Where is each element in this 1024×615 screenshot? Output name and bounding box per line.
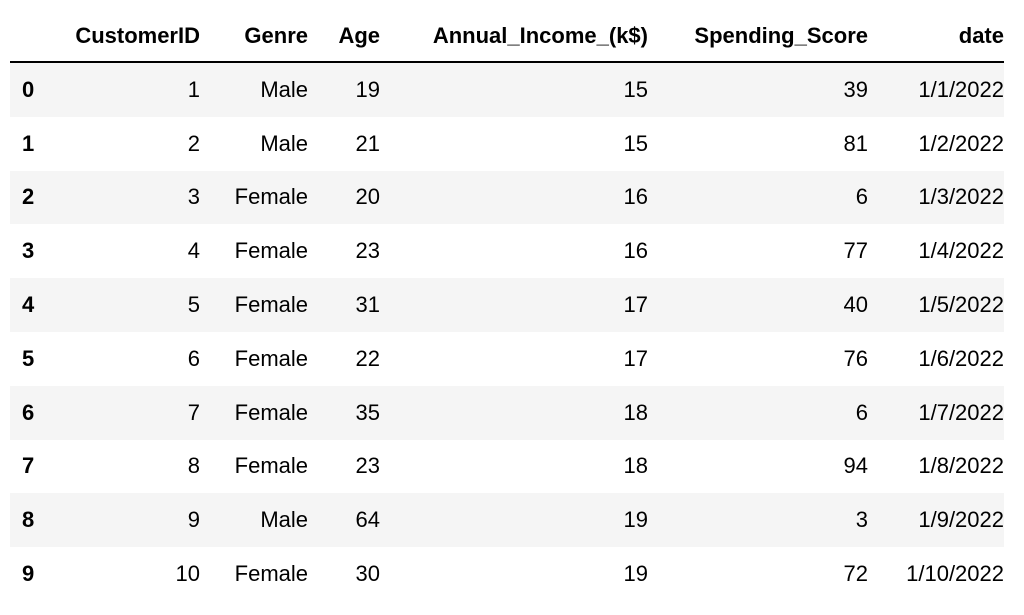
cell-spending-score: 76 (843, 345, 868, 371)
cell-genre: Female (234, 453, 308, 479)
cell-customerid: 4 (187, 238, 200, 264)
table-row: 8 9 Male 64 19 3 1/9/2022 (10, 493, 1004, 548)
table-row: 0 1 Male 19 15 39 1/1/2022 (10, 62, 1004, 117)
cell-genre: Female (234, 399, 308, 425)
cell-date: 1/7/2022 (918, 399, 1004, 425)
cell-spending-score: 40 (843, 292, 868, 318)
row-index: 6 (22, 399, 35, 425)
cell-genre: Female (234, 292, 308, 318)
cell-age: 20 (355, 184, 380, 210)
cell-genre: Female (234, 238, 308, 264)
cell-date: 1/10/2022 (906, 561, 1004, 587)
cell-age: 64 (355, 507, 380, 533)
cell-genre: Male (260, 130, 308, 156)
cell-annual-income: 19 (623, 507, 648, 533)
row-index: 2 (22, 184, 35, 210)
cell-annual-income: 19 (623, 561, 648, 587)
row-index: 5 (22, 345, 35, 371)
table-row: 7 8 Female 23 18 94 1/8/2022 (10, 439, 1004, 494)
cell-genre: Female (234, 184, 308, 210)
cell-annual-income: 15 (623, 130, 648, 156)
cell-customerid: 2 (187, 130, 200, 156)
cell-customerid: 7 (187, 399, 200, 425)
cell-age: 21 (355, 130, 380, 156)
cell-spending-score: 81 (843, 130, 868, 156)
column-header-genre: Genre (200, 10, 308, 63)
cell-genre: Male (260, 507, 308, 533)
header-row: CustomerID Genre Age Annual_Income_(k$) … (10, 10, 1004, 63)
cell-age: 22 (355, 345, 380, 371)
cell-spending-score: 6 (855, 184, 868, 210)
dataframe-table: CustomerID Genre Age Annual_Income_(k$) … (10, 10, 1004, 601)
cell-genre: Female (234, 345, 308, 371)
cell-age: 23 (355, 453, 380, 479)
cell-date: 1/3/2022 (918, 184, 1004, 210)
cell-annual-income: 17 (623, 292, 648, 318)
cell-customerid: 6 (187, 345, 200, 371)
cell-annual-income: 16 (623, 184, 648, 210)
cell-age: 31 (355, 292, 380, 318)
cell-annual-income: 18 (623, 453, 648, 479)
column-header-date: date (868, 10, 1004, 63)
cell-customerid: 1 (187, 76, 200, 102)
cell-spending-score: 3 (855, 507, 868, 533)
table-row: 6 7 Female 35 18 6 1/7/2022 (10, 385, 1004, 440)
table-row: 3 4 Female 23 16 77 1/4/2022 (10, 224, 1004, 279)
cell-customerid: 3 (187, 184, 200, 210)
cell-genre: Female (234, 561, 308, 587)
cell-age: 23 (355, 238, 380, 264)
cell-date: 1/8/2022 (918, 453, 1004, 479)
cell-customerid: 5 (187, 292, 200, 318)
cell-annual-income: 18 (623, 399, 648, 425)
cell-spending-score: 6 (855, 399, 868, 425)
cell-date: 1/4/2022 (918, 238, 1004, 264)
cell-date: 1/5/2022 (918, 292, 1004, 318)
cell-annual-income: 15 (623, 76, 648, 102)
row-index: 9 (22, 561, 35, 587)
cell-customerid: 9 (187, 507, 200, 533)
cell-spending-score: 72 (843, 561, 868, 587)
column-header-age: Age (308, 10, 380, 63)
cell-spending-score: 77 (843, 238, 868, 264)
table-row: 1 2 Male 21 15 81 1/2/2022 (10, 116, 1004, 171)
table-row: 9 10 Female 30 19 72 1/10/2022 (10, 547, 1004, 601)
row-index: 4 (22, 292, 35, 318)
cell-date: 1/6/2022 (918, 345, 1004, 371)
cell-spending-score: 39 (843, 76, 868, 102)
cell-spending-score: 94 (843, 453, 868, 479)
table-body: 0 1 Male 19 15 39 1/1/2022 1 2 Male 21 15 81 1/2/2022… (10, 62, 1004, 601)
table-row: 5 6 Female 22 17 76 1/6/2022 (10, 331, 1004, 386)
cell-date: 1/9/2022 (918, 507, 1004, 533)
row-index: 3 (22, 238, 35, 264)
column-header-annual-income: Annual_Income_(k$) (380, 10, 648, 63)
table-row: 2 3 Female 20 16 6 1/3/2022 (10, 170, 1004, 225)
cell-genre: Male (260, 76, 308, 102)
cell-annual-income: 17 (623, 345, 648, 371)
cell-date: 1/1/2022 (918, 76, 1004, 102)
cell-age: 35 (355, 399, 380, 425)
table-row: 4 5 Female 31 17 40 1/5/2022 (10, 278, 1004, 332)
cell-age: 19 (355, 76, 380, 102)
cell-age: 30 (355, 561, 380, 587)
row-index: 7 (22, 453, 35, 479)
cell-annual-income: 16 (623, 238, 648, 264)
cell-date: 1/2/2022 (918, 130, 1004, 156)
cell-customerid: 8 (187, 453, 200, 479)
column-header-index (10, 10, 50, 63)
column-header-customerid: CustomerID (50, 10, 200, 63)
table-header: CustomerID Genre Age Annual_Income_(k$) … (10, 10, 1004, 63)
row-index: 1 (22, 130, 35, 156)
column-header-spending-score: Spending_Score (648, 10, 868, 63)
cell-customerid: 10 (175, 561, 200, 587)
row-index: 0 (22, 76, 35, 102)
row-index: 8 (22, 507, 35, 533)
